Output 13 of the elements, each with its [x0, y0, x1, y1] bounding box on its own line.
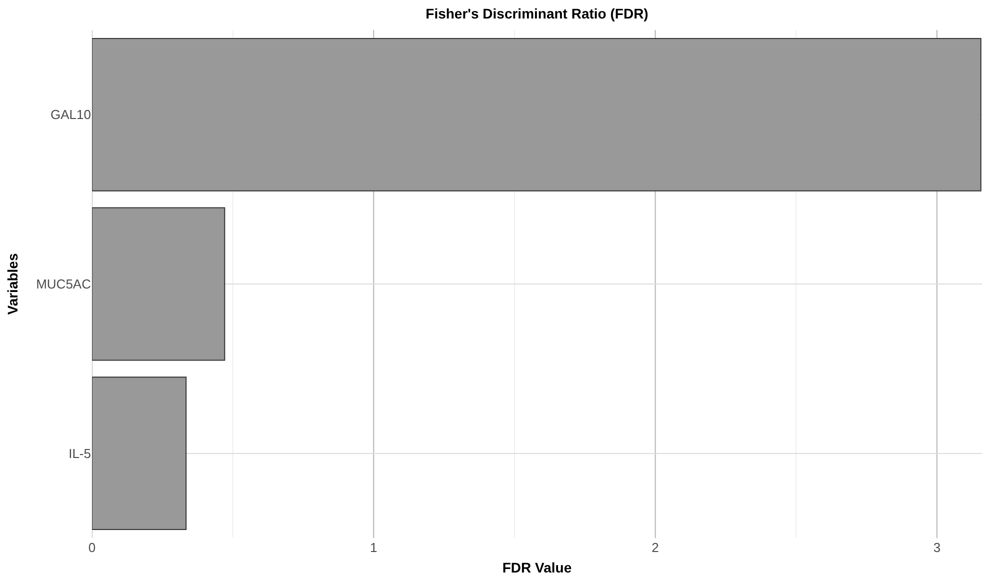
x-tick-label: 2: [652, 540, 659, 555]
bar: [92, 376, 187, 530]
x-tick-label: 1: [370, 540, 378, 555]
x-axis-title: FDR Value: [502, 559, 572, 576]
bar: [92, 207, 226, 361]
y-axis-title: Variables: [4, 253, 21, 315]
x-tick-label: 3: [933, 540, 941, 555]
chart-title: Fisher's Discriminant Ratio (FDR): [426, 6, 648, 22]
bar: [92, 38, 982, 192]
x-tick-label: 0: [88, 540, 96, 555]
y-tick-label: IL-5: [68, 446, 91, 461]
y-tick-label: MUC5AC: [36, 276, 91, 292]
y-tick-label: GAL10: [50, 107, 91, 122]
